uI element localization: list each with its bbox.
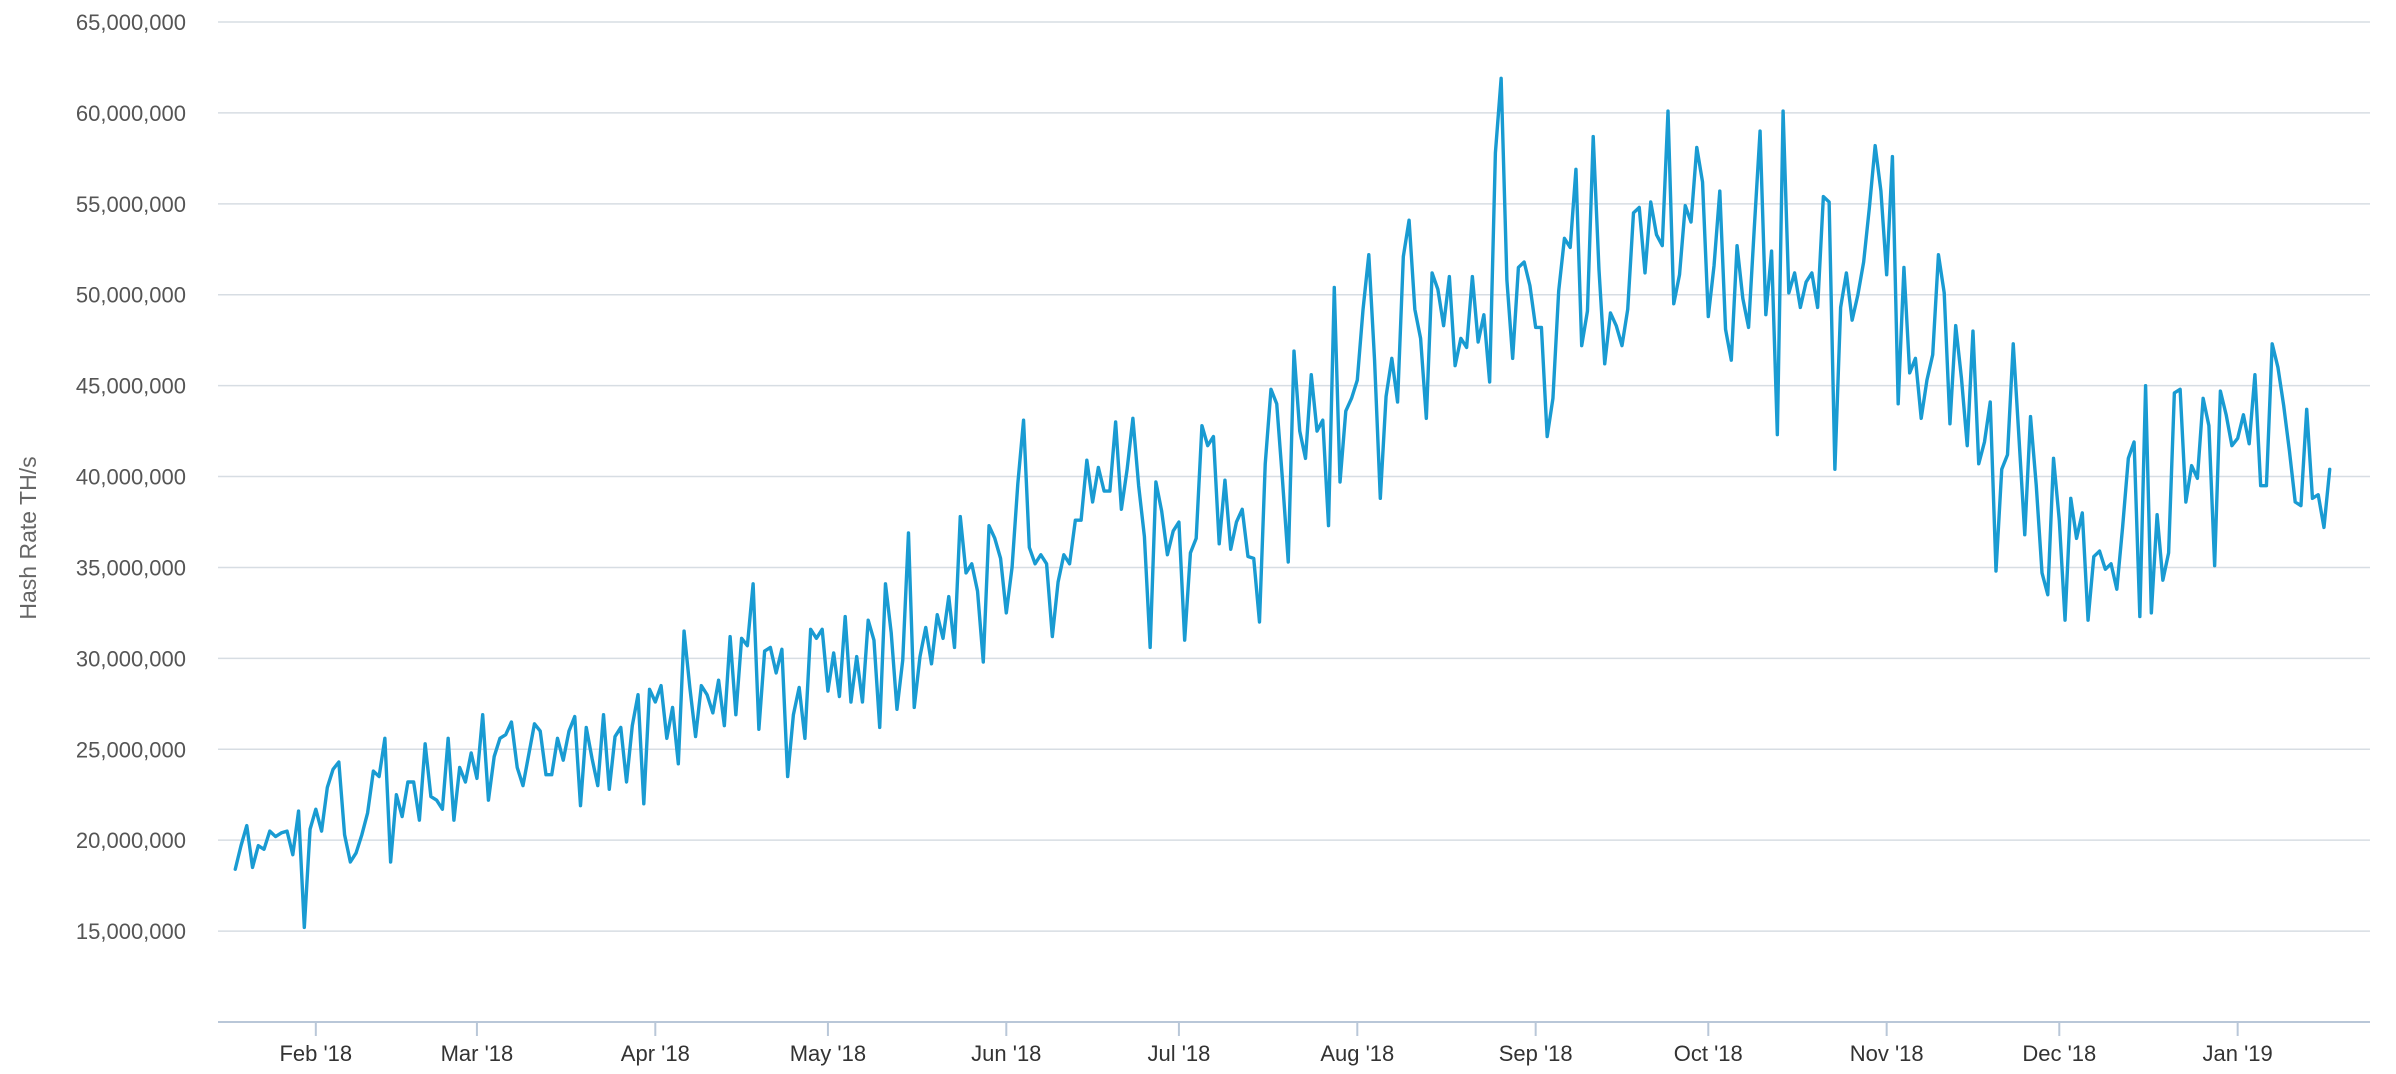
x-tick-label: Nov '18	[1850, 1041, 1924, 1066]
y-tick-label: 45,000,000	[76, 374, 186, 399]
y-tick-label: 65,000,000	[76, 10, 186, 35]
y-tick-label: 30,000,000	[76, 646, 186, 671]
y-tick-label: 55,000,000	[76, 192, 186, 217]
series-group	[233, 76, 2332, 930]
x-tick-label: Aug '18	[1320, 1041, 1394, 1066]
y-tick-label: 20,000,000	[76, 828, 186, 853]
x-tick-label: Sep '18	[1499, 1041, 1573, 1066]
y-axis-title: Hash Rate TH/s	[15, 456, 41, 619]
x-tick-label: Dec '18	[2022, 1041, 2096, 1066]
gridlines	[218, 21, 2370, 932]
y-tick-label: 40,000,000	[76, 465, 186, 490]
x-tick-label: Oct '18	[1674, 1041, 1743, 1066]
x-tick-label: Mar '18	[441, 1041, 514, 1066]
y-tick-label: 50,000,000	[76, 283, 186, 308]
x-tick-label: Jan '19	[2203, 1041, 2273, 1066]
hash-rate-series-line	[233, 76, 2332, 930]
y-tick-label: 35,000,000	[76, 555, 186, 580]
y-tick-label: 60,000,000	[76, 101, 186, 126]
y-axis: 15,000,000 20,000,000 25,000,000 30,000,000…	[76, 10, 186, 944]
x-tick-label: Jul '18	[1147, 1041, 1210, 1066]
x-tick-label: Apr '18	[621, 1041, 690, 1066]
x-axis: Feb '18 Mar '18 Apr '18 May '18 Jun '18 Jul '…	[218, 1021, 2370, 1066]
y-tick-label: 25,000,000	[76, 737, 186, 762]
x-tick-label: Jun '18	[971, 1041, 1041, 1066]
y-tick-label: 15,000,000	[76, 919, 186, 944]
x-tick-label: Feb '18	[279, 1041, 352, 1066]
x-tick-label: May '18	[790, 1041, 866, 1066]
